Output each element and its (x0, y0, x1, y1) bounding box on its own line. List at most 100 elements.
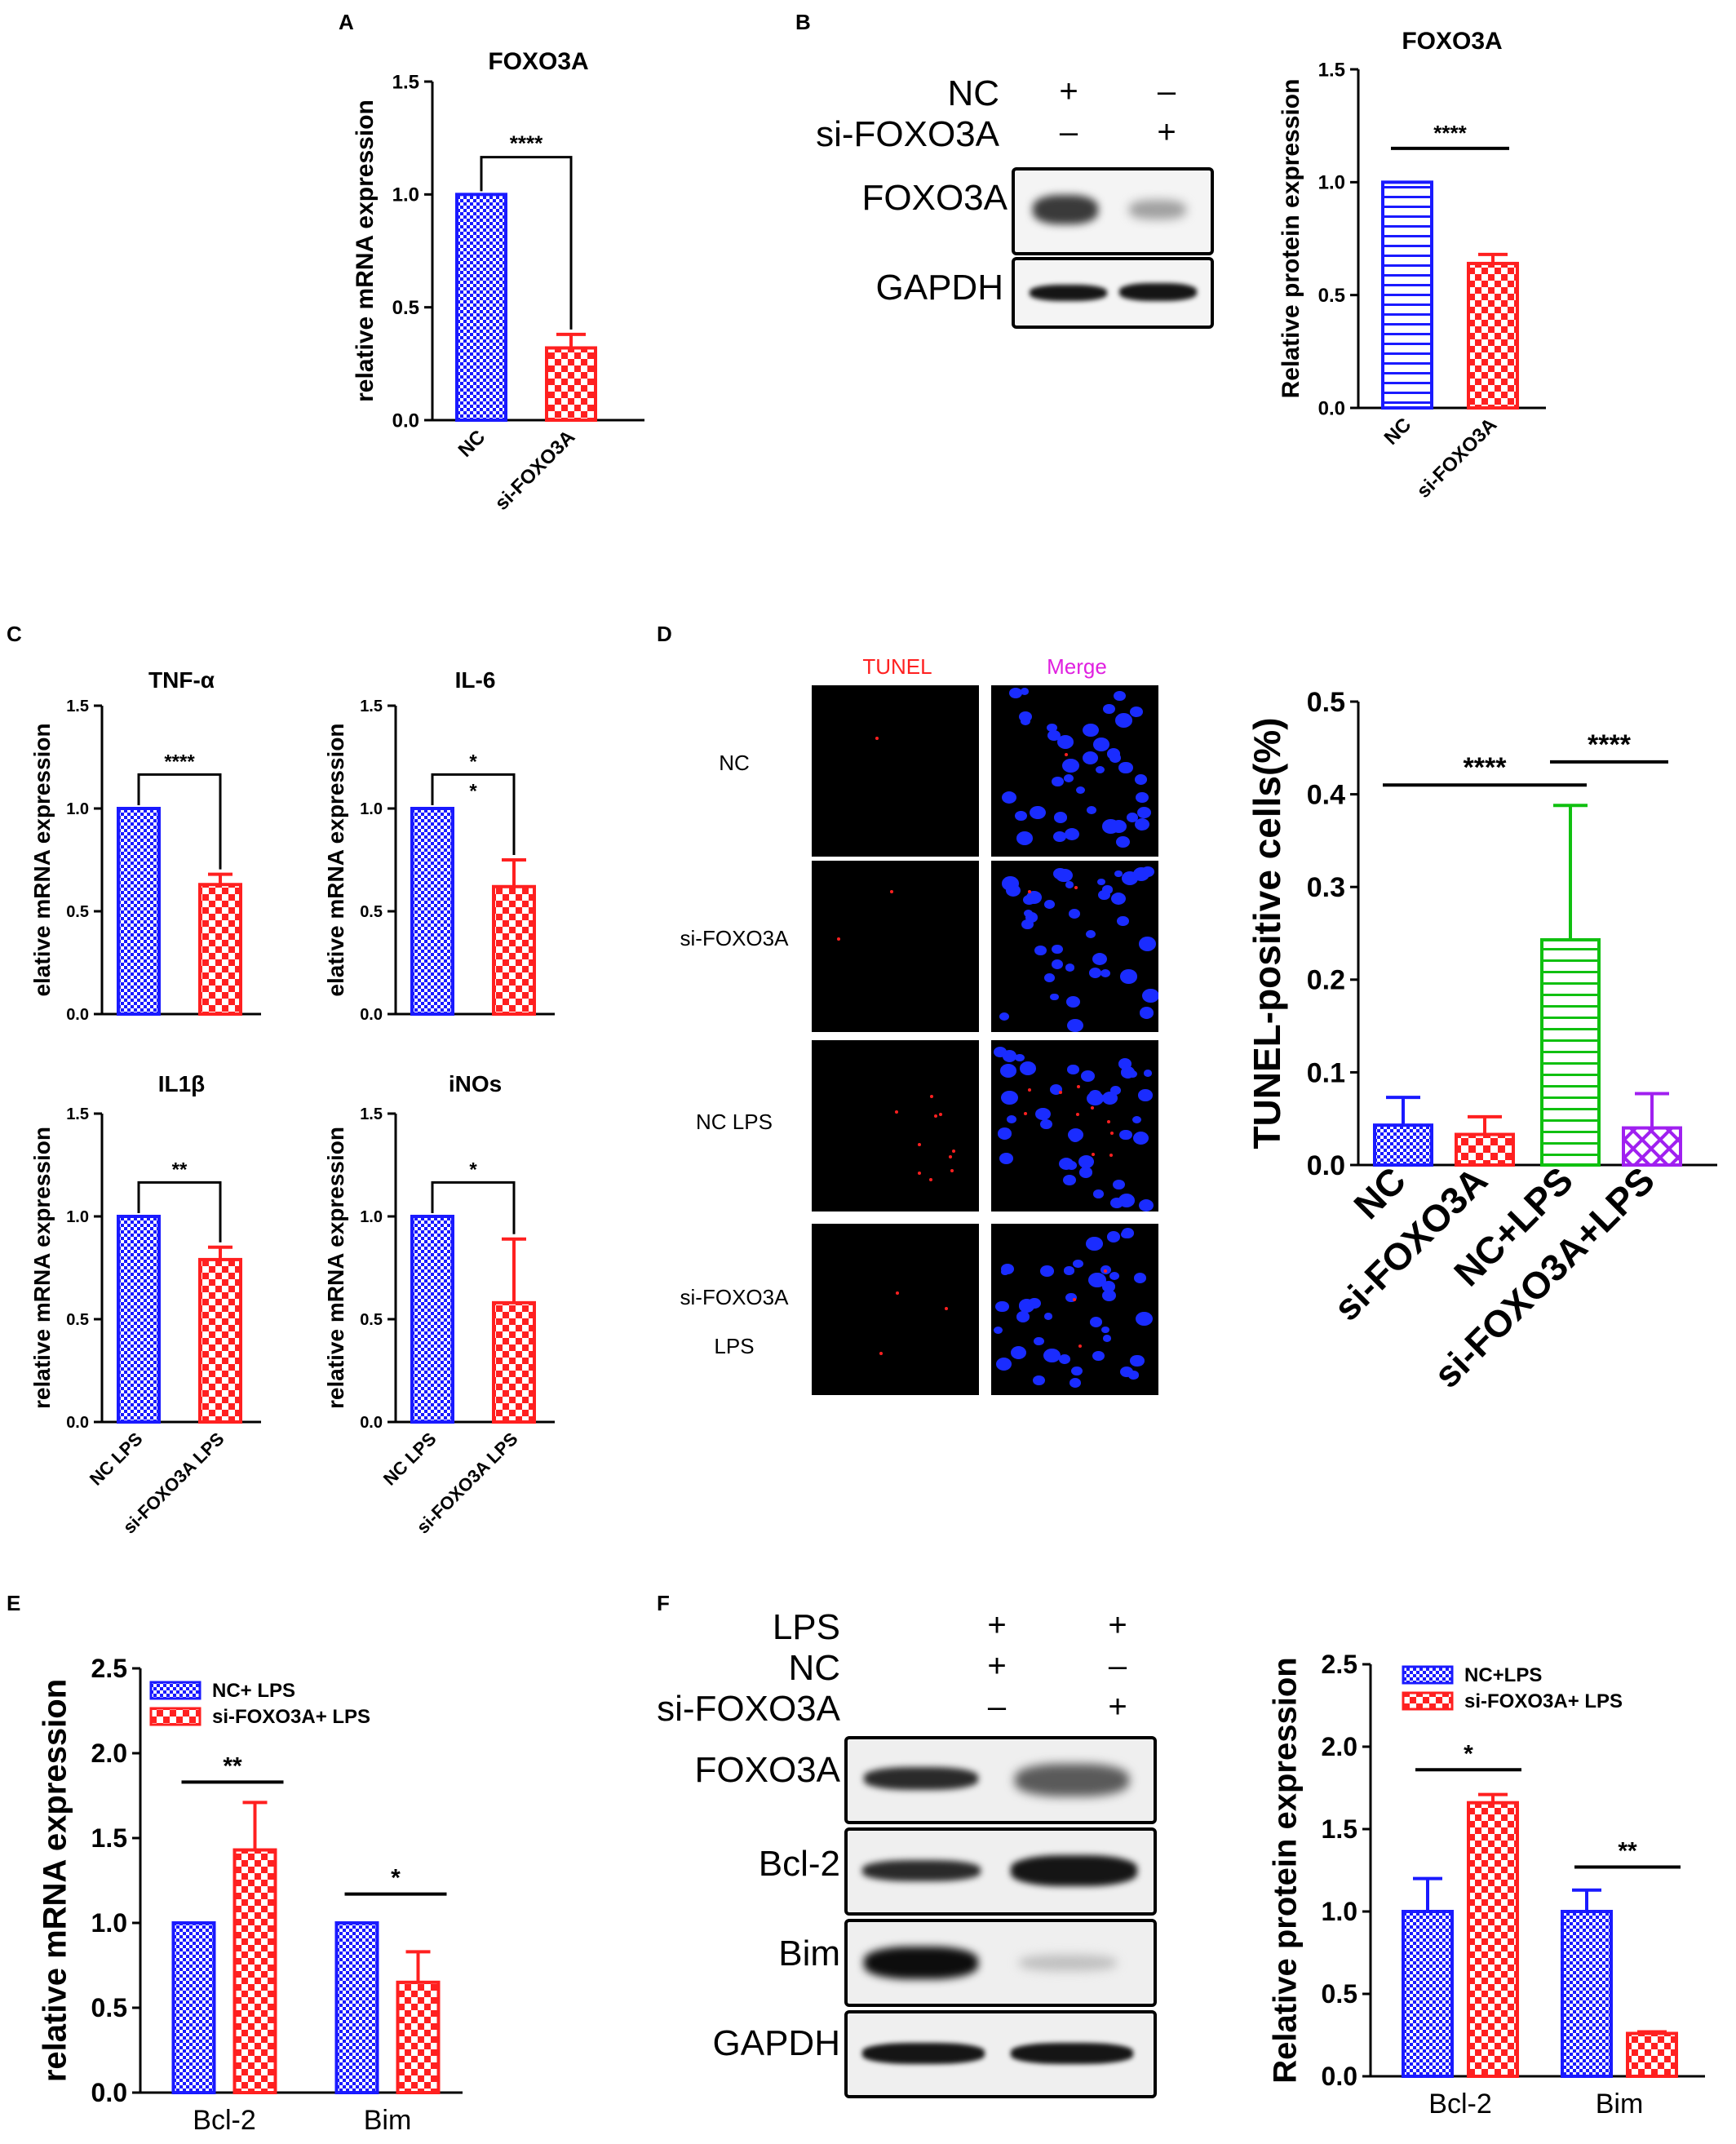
bar (117, 1215, 161, 1424)
y-tick-label: 0.5 (1307, 687, 1345, 718)
chart-c4: 0.0 0.5 1.0 1.5 relative mRNA expression iNOs… (323, 1071, 555, 1538)
y-tick-label: 1.5 (66, 698, 89, 715)
y-tick-label: 0.5 (360, 1311, 383, 1329)
bar (1626, 2031, 1678, 2078)
significance-label: ** (1618, 1837, 1637, 1864)
x-tick-label: si-FOXO3A LPS (119, 1429, 228, 1538)
bar (492, 884, 536, 1017)
y-tick-label: 0.2 (1307, 965, 1345, 996)
chart-b: 0.0 0.5 1.0 1.5 Relative protein expression F… (1278, 28, 1546, 503)
y-tick-label: 0.0 (1307, 1150, 1345, 1181)
microscopy-d: TUNEL Merge NC si-FOXO3A NC LPS si-FOXO3… (657, 645, 1179, 1407)
blot-b-row-si-foxo3a: si-FOXO3A (816, 114, 999, 154)
y-tick-label: 1.0 (91, 1908, 127, 1938)
chart-title: iNOs (449, 1071, 502, 1096)
panel-letter-a: A (339, 10, 354, 34)
y-tick-label: 2.5 (91, 1654, 127, 1683)
blot-f-sign: – (987, 1689, 1007, 1725)
legend-swatch (1402, 1691, 1454, 1711)
bar (1402, 1910, 1454, 2078)
blot-f-sign: + (1108, 1689, 1127, 1725)
y-tick-label: 2.5 (1322, 1650, 1357, 1679)
y-tick-label: 1.5 (392, 71, 419, 93)
significance-label: **** (1464, 752, 1508, 783)
x-tick-label: Bim (1596, 2089, 1644, 2120)
chart-title: FOXO3A (488, 48, 588, 75)
chart-title: FOXO3A (1402, 28, 1502, 55)
mic-row-si-foxo3a-lps: si-FOXO3A LPS (680, 1285, 789, 1358)
y-axis-label: TUNEL-positive cells(%) (1246, 717, 1288, 1149)
bar (232, 1848, 277, 2095)
y-tick-label: 0.5 (91, 1993, 127, 2022)
x-tick-label: NC (454, 426, 490, 462)
y-tick-label: 1.0 (1322, 1897, 1357, 1926)
bar (198, 1257, 242, 1424)
tunel-image (812, 685, 979, 857)
western-blot-f: LPS NC si-FOXO3A + + + – – + FOXO3A Bcl-… (657, 1607, 1175, 2113)
tunel-image (812, 1040, 979, 1212)
mic-header-merge: Merge (1047, 654, 1107, 679)
bar (171, 1921, 216, 2094)
blot-f-lane-gapdh (844, 2010, 1157, 2098)
legend-label: NC+ LPS (212, 1680, 295, 1702)
bar (1455, 1132, 1515, 1167)
y-tick-label: 0.5 (360, 903, 383, 921)
merge-image (991, 1040, 1158, 1212)
y-tick-label: 0.0 (360, 1414, 383, 1432)
chart-f: 0.0 0.5 1.0 1.5 2.0 2.5 Relative protein expre… (1267, 1650, 1705, 2120)
significance-label: * (469, 751, 477, 773)
blot-f-lane-foxo3a (844, 1736, 1157, 1824)
blot-f-sign: + (1108, 1607, 1127, 1643)
blot-f-row-si-foxo3a: si-FOXO3A (657, 1689, 840, 1729)
x-tick-label: si-FOXO3A+LPS (1425, 1158, 1663, 1396)
y-tick-label: 0.5 (66, 903, 89, 921)
significance-bracket (480, 156, 573, 330)
panel-letter-c: C (7, 622, 22, 646)
blot-f-sign: – (1108, 1648, 1127, 1684)
blot-f-band-bcl2: Bcl-2 (758, 1844, 840, 1884)
y-tick-label: 0.4 (1307, 780, 1345, 811)
significance-label: ** (223, 1752, 242, 1779)
significance-label: **** (1588, 729, 1632, 760)
significance-bracket (137, 1181, 222, 1243)
tunel-image (812, 1224, 979, 1395)
bar (1561, 1910, 1613, 2078)
y-tick-label: 0.5 (392, 297, 419, 319)
merge-image (991, 861, 1158, 1032)
y-tick-label: 0.0 (66, 1414, 89, 1432)
significance-label: ** (172, 1158, 188, 1181)
y-axis-label: relative mRNA expression (323, 1127, 348, 1409)
legend-label: si-FOXO3A+ LPS (1464, 1690, 1623, 1712)
legend-label: NC+LPS (1464, 1664, 1542, 1686)
y-tick-label: 0.0 (66, 1006, 89, 1024)
chart-e: 0.0 0.5 1.0 1.5 2.0 2.5 relative mRNA expressi… (37, 1654, 463, 2136)
bar (1467, 261, 1519, 410)
blot-f-band-gapdh: GAPDH (712, 2023, 840, 2063)
significance-label: * (1464, 1740, 1473, 1767)
bar (410, 807, 454, 1016)
bar (545, 346, 597, 423)
blot-f-lane-bim (844, 1919, 1157, 2007)
mic-row-si-foxo3a: si-FOXO3A (680, 926, 789, 950)
chart-c1: 0.0 0.5 1.0 1.5 elative mRNA expression TNF-α… (29, 667, 261, 1024)
legend-swatch (149, 1707, 202, 1726)
bar (492, 1300, 536, 1424)
x-tick-label: NC+LPS (1446, 1158, 1581, 1294)
y-tick-label: 0.0 (1318, 397, 1345, 419)
y-tick-label: 1.0 (360, 1208, 383, 1226)
y-axis-label: Relative protein expression (1278, 79, 1304, 399)
blot-f-sign: + (987, 1607, 1007, 1643)
x-tick-label: si-FOXO3A (1413, 414, 1502, 503)
y-tick-label: 1.5 (66, 1105, 89, 1123)
y-tick-label: 0.5 (1322, 1979, 1357, 2009)
blot-f-sign: + (987, 1648, 1007, 1684)
y-axis-label: elative mRNA expression (323, 723, 348, 996)
y-axis-label: relative mRNA expression (29, 1127, 55, 1409)
blot-f-band-foxo3a: FOXO3A (694, 1750, 841, 1790)
panel-letter-e: E (7, 1591, 21, 1615)
y-tick-label: 1.5 (91, 1823, 127, 1853)
western-blot-b: NC si-FOXO3A + – – + FOXO3A GAPDH (804, 73, 1228, 343)
bar (455, 193, 507, 422)
significance-label: **** (1433, 121, 1467, 145)
significance-bracket (431, 1181, 516, 1234)
